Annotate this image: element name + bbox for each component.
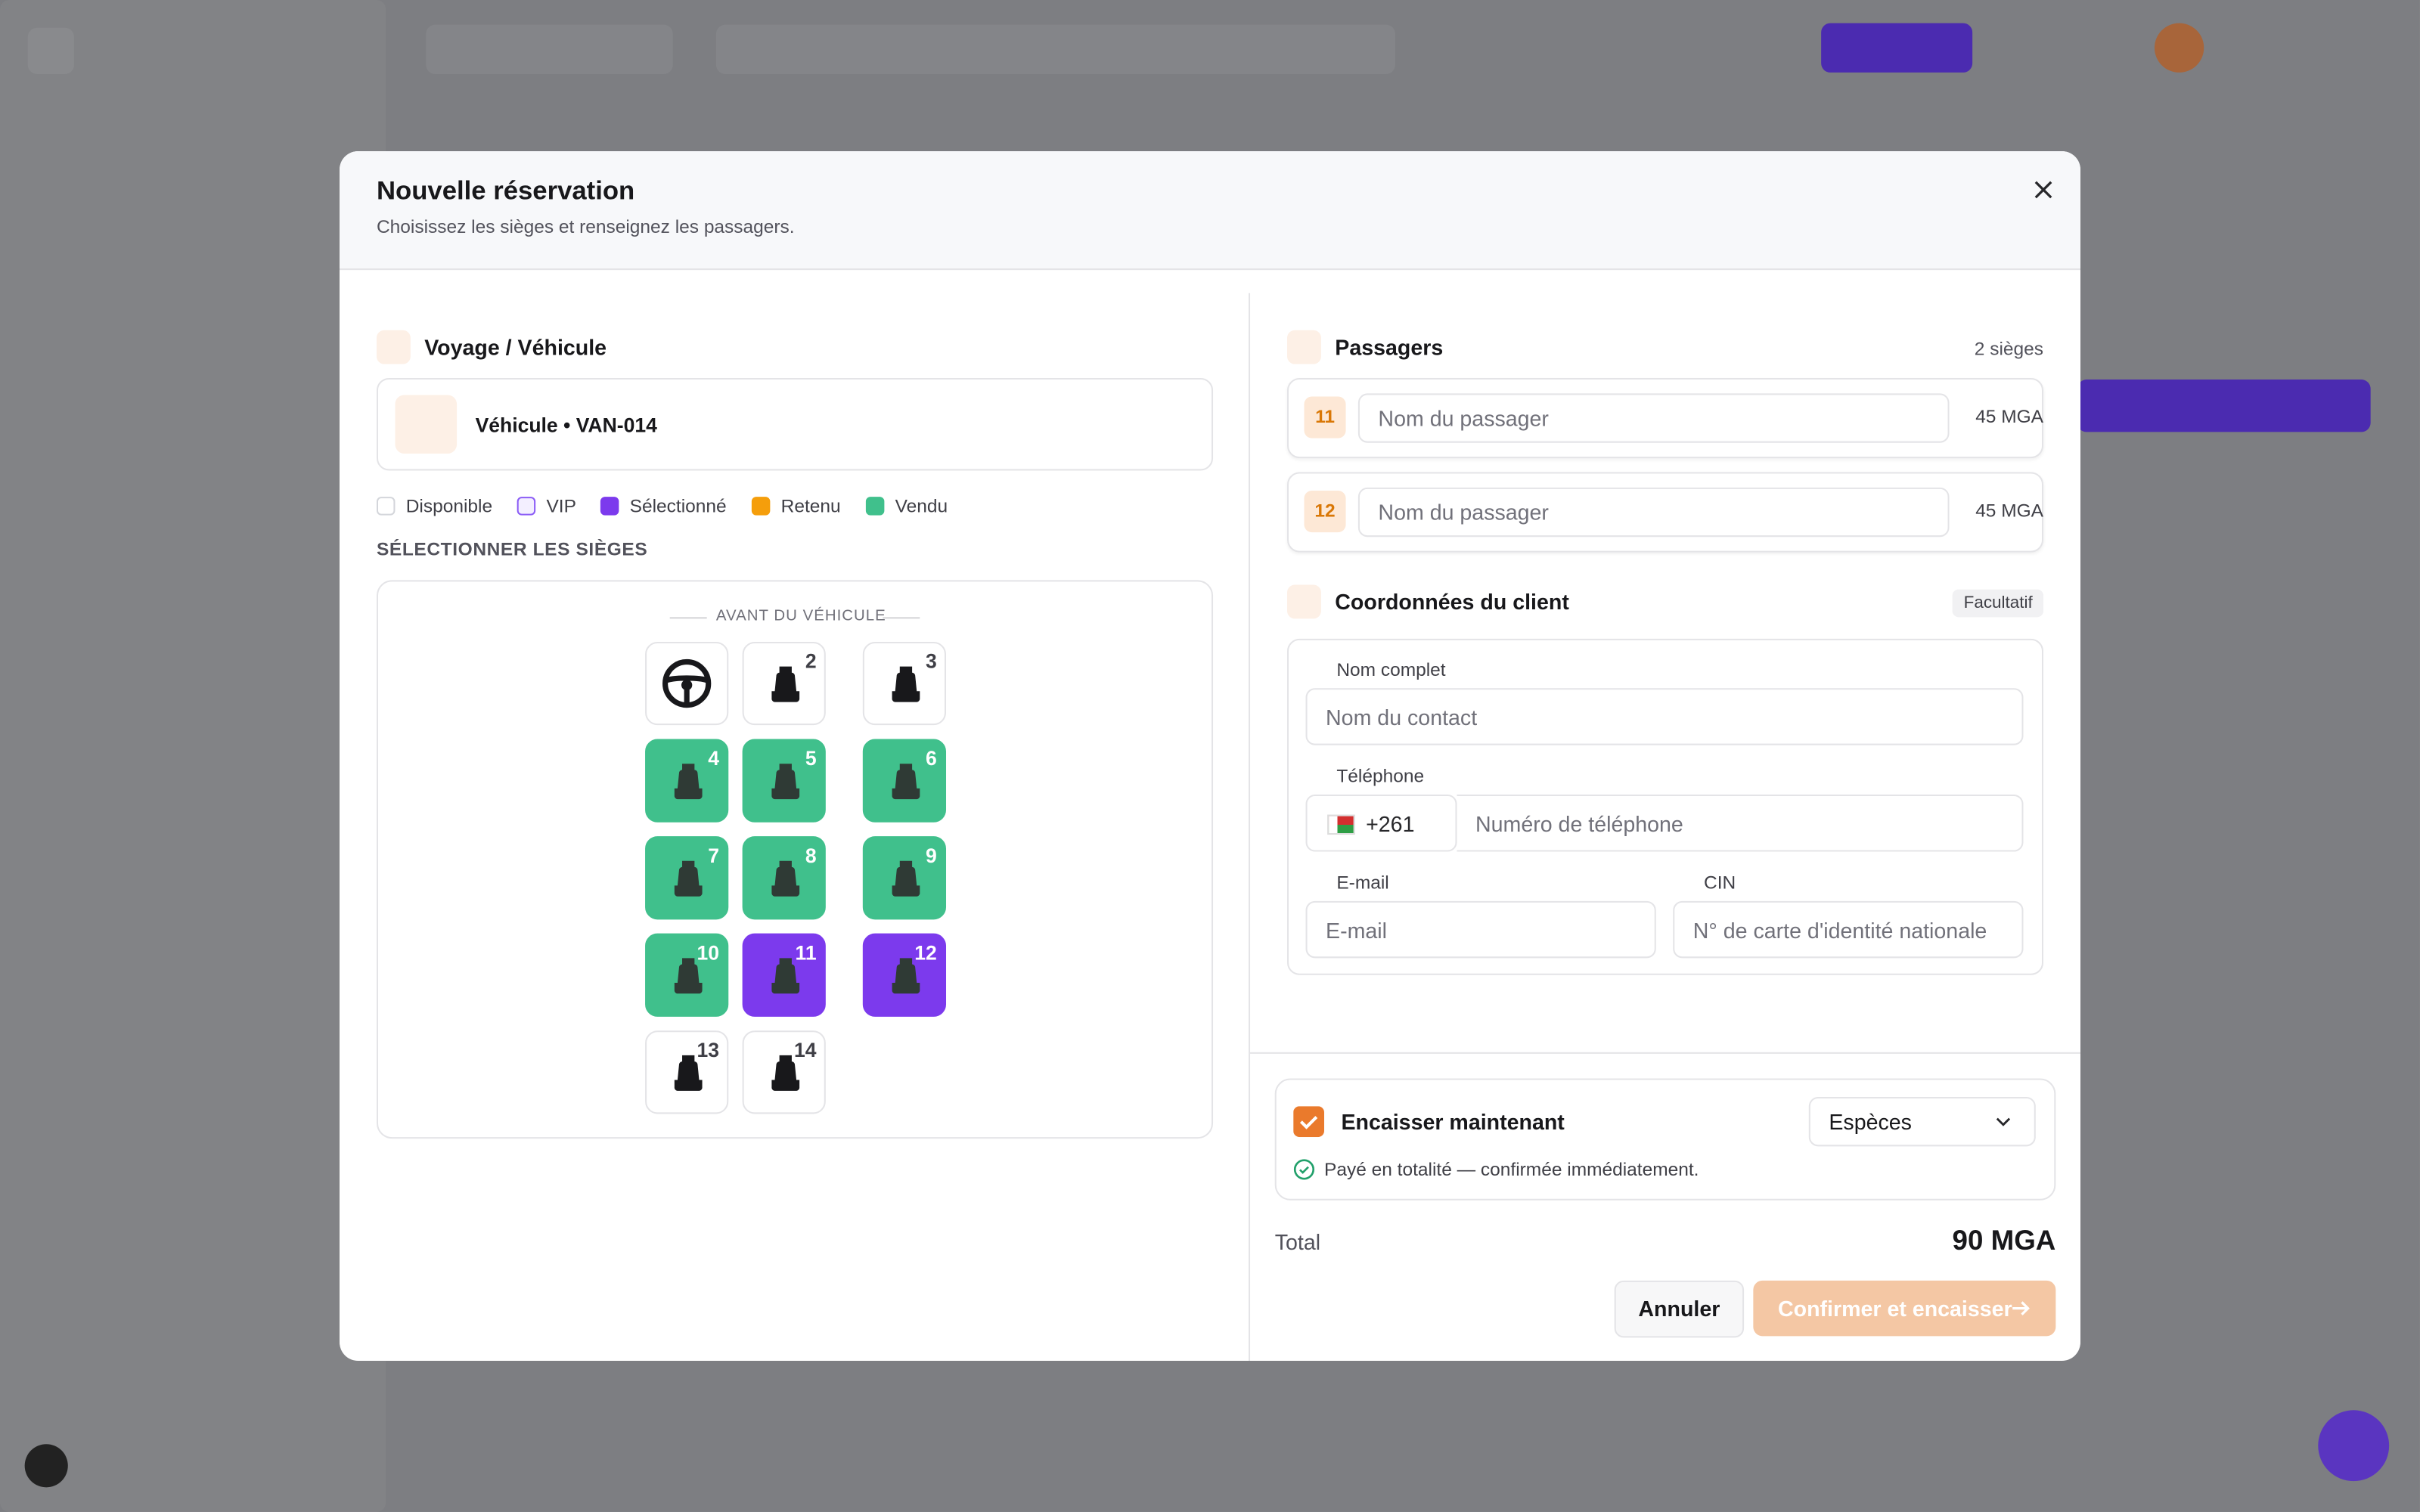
cancel-button[interactable]: Annuler [1614, 1280, 1745, 1338]
collect-label: Encaisser maintenant [1341, 1109, 1565, 1134]
legend-swatch [517, 497, 536, 516]
seat-number: 4 [708, 746, 720, 770]
seat-number: 7 [708, 844, 720, 867]
payment-note: Payé en totalité — confirmée immédiateme… [1324, 1158, 1699, 1181]
front-line [883, 617, 920, 619]
total-label: Total [1274, 1229, 1321, 1255]
seat[interactable]: 8 [742, 836, 826, 920]
seat-number: 12 [914, 940, 937, 965]
seat[interactable]: 11 [742, 933, 826, 1017]
seat-number: 14 [794, 1038, 817, 1062]
modal-header [339, 150, 2080, 271]
passenger-card [1287, 377, 2044, 459]
seat-price: 45 MGA [1975, 500, 2044, 522]
legend-swatch [600, 497, 619, 516]
seat[interactable]: 7 [645, 836, 729, 920]
seat-number: 10 [697, 940, 720, 965]
seat-number: 11 [795, 940, 817, 965]
flag [1327, 814, 1355, 835]
seat[interactable]: 6 [862, 739, 947, 823]
seat[interactable]: 14 [742, 1030, 826, 1114]
passenger-count: 2 sièges [1974, 337, 2044, 360]
field-label: E-mail [1336, 872, 1389, 894]
schedule-button-backdrop [2077, 380, 2371, 432]
legend-swatch [751, 497, 771, 516]
fab-backdrop [2318, 1410, 2390, 1482]
seat[interactable]: 9 [862, 836, 947, 920]
column-divider [1249, 293, 1251, 1361]
cin-input[interactable]: N° de carte d'identité nationale [1673, 900, 2024, 959]
seat-badge: 12 [1304, 490, 1346, 533]
front-label: AVANT DU VÉHICULE [715, 608, 886, 625]
seat-number: 6 [926, 746, 937, 770]
avatar-backdrop [2154, 23, 2204, 73]
seat [645, 641, 729, 726]
passenger-input[interactable]: Nom du passager [1357, 393, 1950, 443]
seat[interactable]: 10 [645, 933, 729, 1017]
legend-label: VIP [546, 495, 576, 517]
org-backdrop [426, 24, 673, 74]
check-icon [1293, 1159, 1315, 1180]
seat[interactable]: 3 [862, 641, 947, 726]
seat[interactable]: 5 [742, 739, 826, 823]
optional-badge: Facultatif [1953, 589, 2044, 618]
field-label: Téléphone [1336, 765, 1425, 787]
field-label: CIN [1704, 872, 1736, 894]
seat-price: 45 MGA [1975, 405, 2044, 428]
seat[interactable]: 13 [645, 1030, 729, 1114]
legend-label: Retenu [780, 495, 841, 517]
legend-swatch [865, 497, 885, 516]
seat-number: 3 [926, 649, 937, 673]
confirm-button[interactable]: Confirmer et encaisser [1753, 1280, 2056, 1337]
method-select[interactable]: Espèces [1808, 1097, 2036, 1147]
sidebar-backdrop [0, 0, 386, 1512]
create-button-backdrop [1821, 23, 1973, 73]
seat-badge: 11 [1304, 396, 1346, 438]
email-input[interactable]: E-mail [1305, 900, 1656, 959]
seat[interactable]: 12 [862, 933, 947, 1017]
passengers-title: Passagers [1335, 334, 1444, 360]
legend-label: Sélectionné [629, 495, 727, 517]
seat[interactable]: 2 [742, 641, 826, 726]
seat-number: 2 [805, 649, 817, 673]
front-line [669, 617, 707, 619]
total-amount: 90 MGA [1952, 1225, 2056, 1256]
legend-swatch [376, 497, 396, 516]
modal-subtitle: Choisissez les sièges et renseignez les … [376, 215, 795, 238]
name-input[interactable]: Nom du contact [1305, 688, 2024, 745]
seat-number: 13 [697, 1038, 720, 1062]
search-backdrop [715, 24, 1395, 74]
modal-title: Nouvelle réservation [376, 175, 635, 206]
seat-number: 9 [926, 844, 937, 867]
arrow-icon [2012, 1301, 2030, 1315]
footer-divider [1250, 1052, 2080, 1054]
passenger-card [1287, 472, 2044, 553]
chevron [1996, 1117, 2011, 1126]
vehicle-card[interactable] [376, 377, 1214, 471]
logo-backdrop [27, 27, 74, 74]
legend-label: Disponible [405, 495, 493, 517]
section-title: Voyage / Véhicule [424, 334, 607, 360]
client-icon [1287, 584, 1321, 619]
passenger-input[interactable]: Nom du passager [1357, 487, 1950, 538]
dev-badge [24, 1444, 68, 1488]
client-title: Coordonnées du client [1335, 589, 1569, 615]
seat-number: 5 [805, 746, 817, 770]
seats-label: SÉLECTIONNER LES SIÈGES [376, 538, 648, 560]
field-label: Nom complet [1336, 658, 1446, 680]
seat[interactable]: 4 [645, 739, 729, 823]
users-icon [1287, 330, 1321, 364]
close-button[interactable] [2031, 178, 2056, 203]
bus-icon [376, 330, 411, 364]
legend-label: Vendu [895, 495, 948, 517]
reservation-modal: Nouvelle réservation Choisissez les sièg… [339, 150, 2080, 1361]
vehicle-icon [395, 395, 458, 454]
vehicle-name: Véhicule • VAN-014 [475, 413, 657, 437]
phone-input[interactable]: Numéro de téléphone [1457, 795, 2024, 852]
collect-checkbox[interactable] [1293, 1106, 1325, 1138]
seat-number: 8 [805, 844, 817, 867]
